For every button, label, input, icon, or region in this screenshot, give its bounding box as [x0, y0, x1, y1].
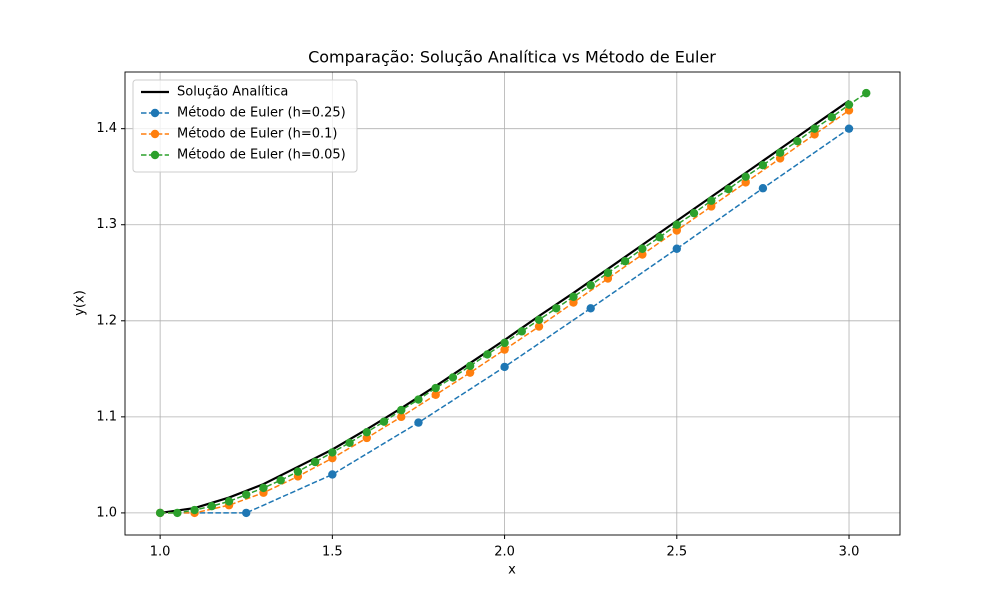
data-point [414, 395, 423, 404]
legend-label: Método de Euler (h=0.25) [177, 106, 346, 121]
data-point [500, 338, 509, 348]
data-point [586, 281, 595, 290]
y-tick-label: 1.3 [96, 217, 117, 232]
data-point [534, 322, 544, 331]
data-point [328, 453, 337, 463]
data-point [672, 220, 681, 229]
data-point [173, 508, 182, 518]
legend: Solução Analítica Método de Euler (h=0.25… [132, 79, 358, 173]
x-axis-label: x [508, 563, 516, 578]
data-point [569, 292, 578, 301]
data-point [431, 390, 440, 399]
y-axis-label: y(x) [73, 290, 88, 316]
legend-marker [150, 129, 160, 139]
data-point [190, 505, 199, 515]
y-tick-label: 1.0 [96, 505, 117, 520]
data-point [775, 148, 785, 157]
legend-marker [150, 150, 160, 160]
data-point [500, 362, 509, 372]
data-point [362, 428, 371, 437]
legend-marker [150, 108, 160, 118]
data-point [758, 160, 768, 170]
y-tick-label: 1.1 [96, 409, 117, 424]
chart-title: Comparação: Solução Analítica vs Método … [308, 48, 716, 67]
data-point [310, 457, 320, 467]
data-point [810, 124, 819, 133]
data-point [328, 470, 337, 479]
data-point [689, 209, 699, 218]
data-point [638, 244, 647, 253]
data-point [569, 298, 578, 307]
data-point [655, 233, 664, 242]
data-point [793, 136, 802, 146]
x-tick-label: 2.0 [494, 545, 515, 560]
data-point [414, 418, 423, 427]
data-point [844, 100, 854, 109]
data-point [741, 172, 750, 181]
data-point [741, 178, 750, 187]
data-point [397, 412, 406, 422]
data-point [862, 88, 871, 98]
data-point [672, 244, 681, 253]
data-point [345, 438, 354, 447]
data-point [620, 257, 630, 266]
data-point [827, 112, 836, 122]
data-point [707, 202, 716, 211]
data-point [844, 124, 854, 133]
data-point [207, 501, 216, 511]
x-tick-label: 3.0 [839, 545, 860, 560]
axes-frame [124, 71, 901, 536]
data-point [672, 226, 681, 235]
legend-label: Método de Euler (h=0.1) [177, 127, 337, 142]
data-point [431, 383, 440, 393]
data-point [397, 405, 406, 415]
data-point [603, 274, 613, 283]
data-point [379, 417, 389, 426]
data-point [276, 476, 285, 485]
y-tick-label: 1.2 [96, 313, 117, 328]
data-point [844, 106, 854, 115]
x-tick-label: 1.0 [150, 545, 171, 560]
legend-label: Solução Analítica [177, 85, 288, 100]
y-tick-label: 1.4 [96, 121, 117, 136]
data-point [638, 250, 647, 259]
data-point [707, 196, 716, 205]
data-point [483, 350, 492, 359]
x-tick-label: 2.5 [666, 545, 687, 560]
data-point [465, 368, 475, 377]
data-point [242, 508, 251, 518]
data-point [448, 373, 458, 382]
data-point [293, 467, 303, 476]
data-point [242, 490, 251, 499]
data-point [517, 327, 526, 336]
legend-box [132, 79, 358, 173]
data-point [552, 304, 561, 313]
data-point [586, 304, 595, 313]
series-line [160, 109, 850, 514]
legend-label: Método de Euler (h=0.05) [177, 148, 346, 163]
data-point [758, 184, 768, 193]
data-point [155, 508, 165, 518]
data-point [465, 361, 475, 371]
x-tick-label: 1.5 [322, 545, 343, 560]
data-point [328, 448, 337, 457]
data-point [224, 497, 234, 506]
data-point [775, 154, 785, 163]
data-point [362, 433, 371, 443]
data-point [603, 268, 613, 277]
data-point [810, 130, 819, 139]
data-point [724, 184, 733, 194]
data-point [534, 315, 544, 325]
data-point [259, 483, 268, 493]
data-point [500, 345, 509, 354]
